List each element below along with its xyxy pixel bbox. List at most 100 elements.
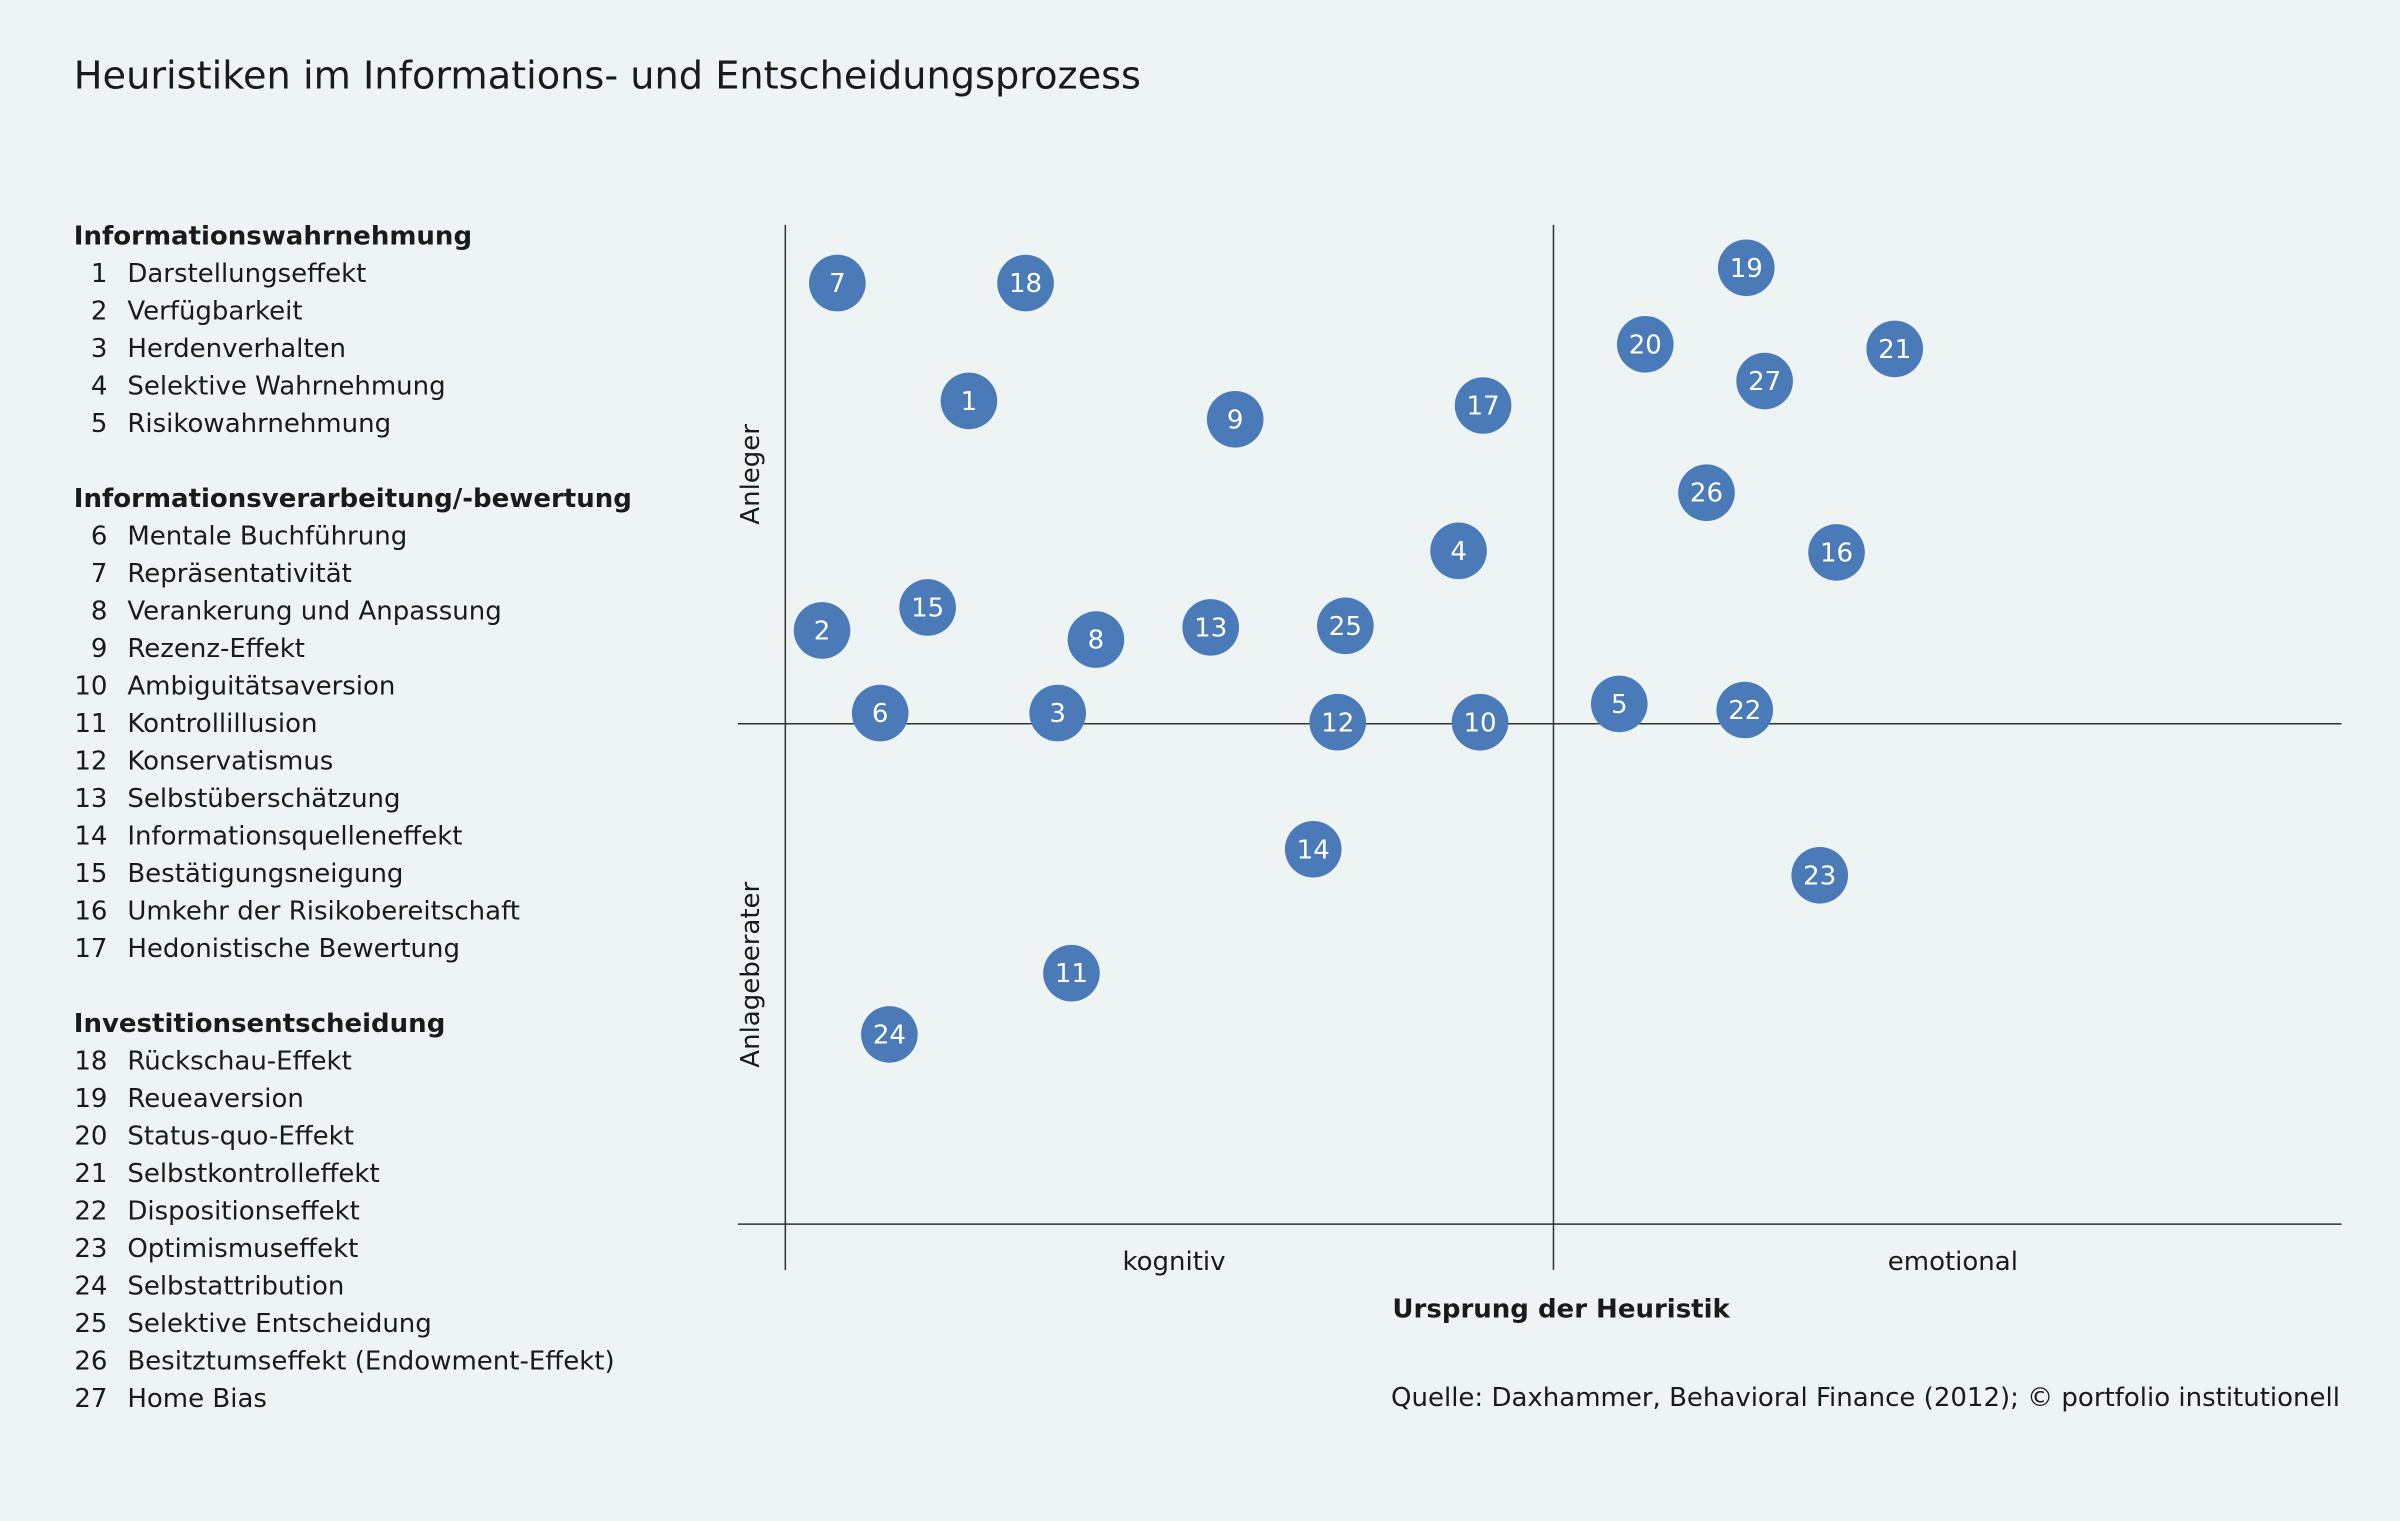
axis-label: emotional (1888, 1247, 2018, 1277)
bubble (1716, 681, 1774, 739)
legend-number: 6 (91, 522, 108, 552)
legend-name: Besitztumseffekt (Endowment-Effekt) (127, 1346, 614, 1376)
legend-name: Hedonistische Bewertung (127, 934, 460, 964)
legend-heading: Informationswahrnehmung (74, 222, 472, 252)
bubble-label: 15 (911, 594, 944, 624)
bubble (1736, 352, 1793, 410)
bubble-label: 13 (1194, 613, 1227, 643)
axis-label: Anlageberater (736, 881, 766, 1067)
axis-title: Ursprung der Heuristik (1392, 1294, 1730, 1324)
title: Heuristiken im Informations- und Entsche… (74, 54, 1141, 99)
bubble (809, 254, 866, 312)
bubble (1866, 320, 1924, 378)
legend-number: 20 (74, 1121, 107, 1151)
bubble-label: 12 (1321, 708, 1354, 738)
bubble (1717, 239, 1775, 297)
legend-name: Bestätigungsneigung (127, 859, 403, 889)
bubble-label: 11 (1055, 959, 1088, 989)
legend-heading: Investitionsentscheidung (74, 1009, 446, 1039)
legend-number: 8 (91, 597, 108, 627)
bubble (1791, 846, 1849, 904)
legend-name: Mentale Buchführung (127, 522, 407, 552)
bubble-label: 24 (873, 1020, 906, 1050)
bubble (997, 254, 1054, 312)
bubble-label: 17 (1467, 392, 1500, 422)
bubble (1454, 377, 1512, 434)
legend-name: Selektive Entscheidung (127, 1309, 431, 1339)
legend-number: 16 (74, 896, 107, 926)
legend-number: 23 (74, 1234, 107, 1264)
legend-name: Selbstüberschätzung (127, 784, 400, 814)
bubble-label: 20 (1629, 330, 1662, 360)
legend-name: Rückschau-Effekt (127, 1046, 351, 1076)
legend-name: Reueaversion (127, 1084, 304, 1114)
legend-name: Selektive Wahrnehmung (127, 372, 445, 402)
legend-name: Home Bias (127, 1384, 267, 1414)
bubble (1616, 315, 1674, 373)
legend-name: Kontrollillusion (127, 709, 317, 739)
bubble (1808, 524, 1865, 581)
legend-number: 26 (74, 1346, 107, 1376)
legend-number: 10 (74, 672, 107, 702)
bubble-label: 14 (1297, 835, 1330, 865)
bubble-label: 10 (1463, 708, 1496, 738)
bubble (1067, 611, 1125, 668)
bubble (1029, 684, 1087, 742)
legend-name: Rezenz-Effekt (127, 634, 305, 664)
bubble (1451, 693, 1509, 751)
legend-number: 21 (74, 1159, 107, 1189)
legend-number: 9 (91, 634, 108, 664)
legend-name: Konservatismus (127, 747, 333, 777)
bubble-label: 23 (1803, 861, 1836, 891)
bubble (1430, 522, 1487, 580)
legend-number: 1 (91, 259, 108, 289)
bubble-label: 7 (829, 269, 846, 299)
bubble (1317, 597, 1374, 655)
bubble-label: 22 (1728, 696, 1761, 726)
source: Quelle: Daxhammer, Behavioral Finance (2… (1391, 1383, 2340, 1413)
bubble (1182, 599, 1240, 656)
bubble-label: 25 (1329, 612, 1362, 642)
bubble-label: 16 (1820, 538, 1853, 568)
legend-number: 2 (91, 297, 108, 327)
legend-name: Risikowahrnehmung (127, 409, 391, 439)
legend-name: Repräsentativität (127, 559, 352, 589)
bubble (1043, 944, 1100, 1002)
axis-label: kognitiv (1122, 1247, 1225, 1277)
legend-heading: Informationsverarbeitung/-bewertung (74, 484, 632, 514)
legend-number: 19 (74, 1084, 107, 1114)
legend-name: Dispositionseffekt (127, 1196, 359, 1226)
legend-name: Selbstkontrolleffekt (127, 1159, 379, 1189)
legend-name: Herdenverhalten (127, 334, 346, 364)
bubble (1309, 693, 1367, 751)
legend-number: 4 (91, 372, 108, 402)
legend-number: 15 (74, 859, 107, 889)
legend-number: 17 (74, 934, 107, 964)
legend-name: Informationsquelleneffekt (127, 822, 462, 852)
bubble-label: 6 (872, 699, 889, 729)
bubble (793, 602, 851, 659)
bubble (851, 684, 909, 742)
legend-number: 27 (74, 1384, 107, 1414)
bubble-label: 27 (1748, 367, 1781, 397)
bubble-label: 5 (1611, 690, 1628, 720)
legend-name: Status-quo-Effekt (127, 1121, 354, 1151)
legend-number: 25 (74, 1309, 107, 1339)
legend-number: 14 (74, 822, 107, 852)
legend-name: Ambiguitätsaversion (127, 672, 395, 702)
legend-number: 3 (91, 334, 108, 364)
bubble (861, 1006, 918, 1063)
bubble-label: 9 (1227, 405, 1244, 435)
legend-name: Verankerung und Anpassung (127, 597, 501, 627)
bubble (1678, 464, 1735, 522)
bubble-label: 21 (1878, 335, 1911, 365)
legend-number: 12 (74, 747, 107, 777)
legend-name: Verfügbarkeit (127, 297, 302, 327)
bubble (1590, 675, 1648, 733)
legend-name: Umkehr der Risikobereitschaft (127, 896, 520, 926)
bubble-label: 26 (1690, 479, 1723, 509)
bubble (940, 372, 998, 430)
